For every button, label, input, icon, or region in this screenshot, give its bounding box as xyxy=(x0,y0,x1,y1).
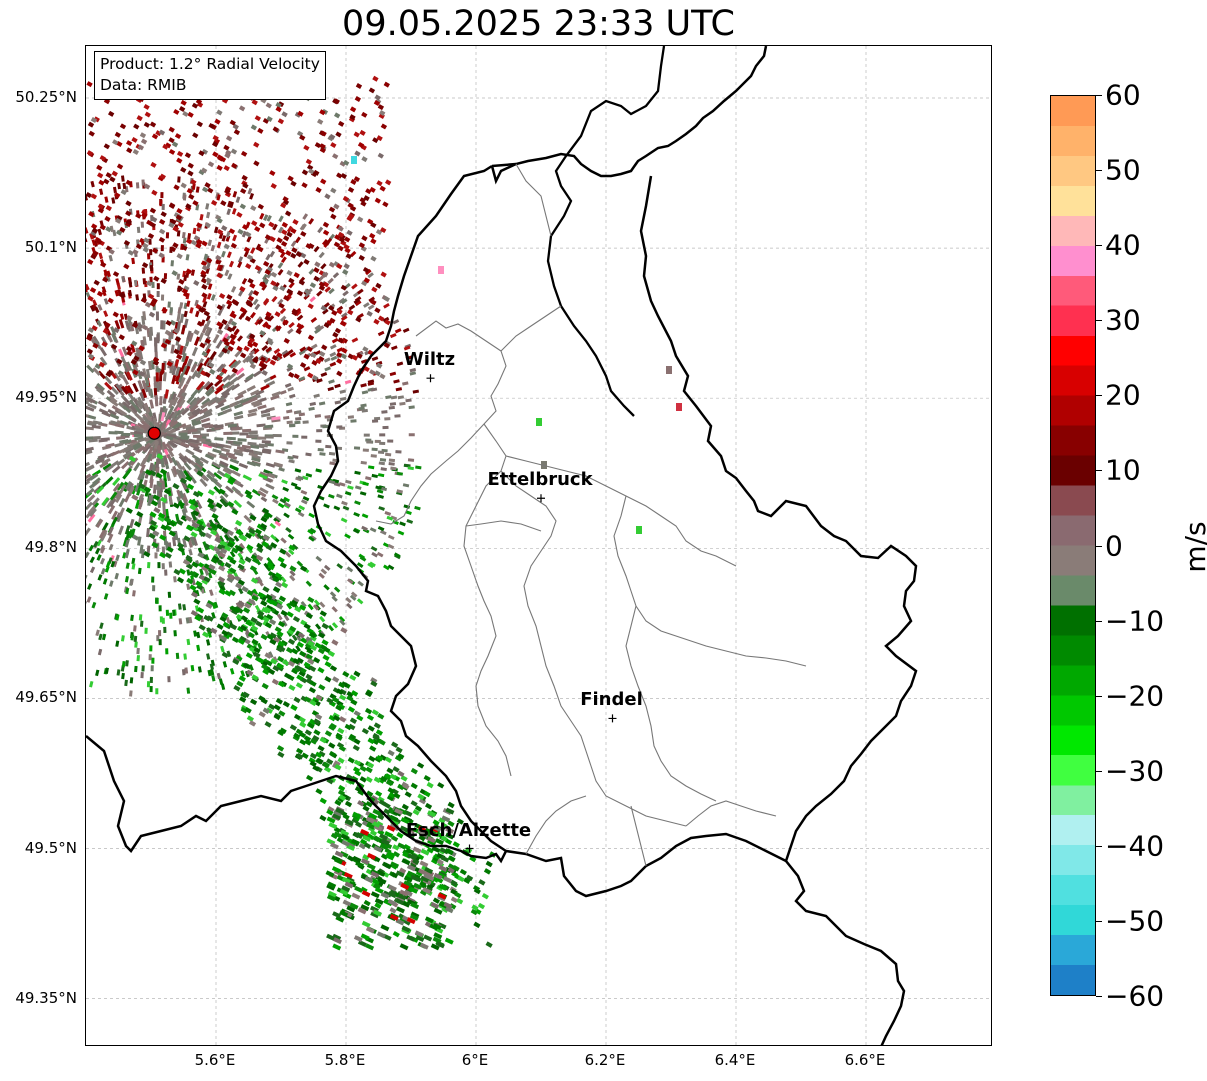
lat-tick-label: 49.8°N xyxy=(24,538,77,557)
lon-tick-label: 6.4°E xyxy=(714,1051,756,1069)
city-markers xyxy=(426,374,617,853)
colorbar-tick-mark xyxy=(1096,470,1102,472)
lat-tick-label: 50.25°N xyxy=(15,88,77,106)
lux-border-east xyxy=(491,162,918,1045)
lon-tick-label: 6.2°E xyxy=(584,1051,626,1069)
germany-river-border xyxy=(546,46,666,417)
colorbar-tick-label: −40 xyxy=(1105,829,1165,863)
colorbar-tick-mark xyxy=(1096,770,1102,772)
colorbar-tick-label: −20 xyxy=(1105,679,1165,713)
lat-tick-label: 49.5°N xyxy=(24,838,77,857)
colorbar-tick-label: 60 xyxy=(1105,78,1141,112)
velocity-colorbar xyxy=(1050,95,1096,996)
lon-tick-label: 6.6°E xyxy=(844,1051,886,1069)
data-source-label: Data: RMIB xyxy=(100,76,187,94)
colorbar-tick-mark xyxy=(1096,320,1102,322)
colorbar-tick-mark xyxy=(1096,996,1102,997)
colorbar-tick-label: −60 xyxy=(1105,979,1165,1013)
colorbar-tick-label: −10 xyxy=(1105,604,1165,638)
colorbar-tick-label: 10 xyxy=(1105,453,1141,487)
city-marker xyxy=(426,374,435,383)
radar-map[interactable] xyxy=(85,45,992,1046)
canton-boundaries xyxy=(375,163,807,867)
lat-tick-label: 49.35°N xyxy=(15,988,77,1007)
lat-tick-label: 49.65°N xyxy=(15,688,77,707)
lon-tick-label: 5.8°E xyxy=(324,1051,366,1069)
colorbar-tick-mark xyxy=(1096,95,1102,96)
product-label: Product: 1.2° Radial Velocity xyxy=(100,55,320,73)
lat-tick-label: 49.95°N xyxy=(15,388,77,407)
city-label: Findel xyxy=(580,689,643,711)
city-marker xyxy=(608,714,617,723)
colorbar-tick-label: 50 xyxy=(1105,153,1141,187)
colorbar-tick-mark xyxy=(1096,245,1102,247)
city-marker xyxy=(465,844,474,853)
lon-tick-label: 6°E xyxy=(461,1051,489,1069)
city-label: Esch/Alzette xyxy=(405,819,532,841)
colorbar-tick-mark xyxy=(1096,620,1102,622)
colorbar-unit-label: m/s xyxy=(1179,521,1207,573)
colorbar-tick-mark xyxy=(1096,170,1102,172)
lux-border-north xyxy=(490,46,768,185)
colorbar-tick-label: 20 xyxy=(1105,378,1141,412)
colorbar-tick-mark xyxy=(1096,845,1102,847)
lat-tick-label: 50.1°N xyxy=(24,238,77,257)
city-marker xyxy=(537,494,545,503)
colorbar-tick-mark xyxy=(1096,545,1102,547)
city-label: Wiltz xyxy=(403,349,456,371)
lon-tick-label: 5.6°E xyxy=(194,1051,236,1069)
colorbar-tick-label: 0 xyxy=(1105,529,1123,562)
colorbar-tick-mark xyxy=(1096,395,1102,397)
colorbar-tick-label: 40 xyxy=(1105,228,1141,262)
city-label: Ettelbruck xyxy=(487,469,593,491)
colorbar-tick-label: 30 xyxy=(1105,303,1141,337)
product-info-box: Product: 1.2° Radial Velocity Data: RMIB xyxy=(94,51,326,100)
colorbar-tick-mark xyxy=(1096,695,1102,697)
map-canvas xyxy=(86,46,991,1045)
radar-echoes xyxy=(86,75,682,951)
radar-site-marker xyxy=(147,426,161,440)
colorbar-tick-label: −30 xyxy=(1105,754,1165,788)
map-title: 09.05.2025 23:33 UTC xyxy=(342,4,735,44)
lux-border-south xyxy=(505,832,787,898)
colorbar-tick-mark xyxy=(1096,920,1102,922)
lux-border-west xyxy=(86,164,508,864)
colorbar-tick-label: −50 xyxy=(1105,904,1165,938)
